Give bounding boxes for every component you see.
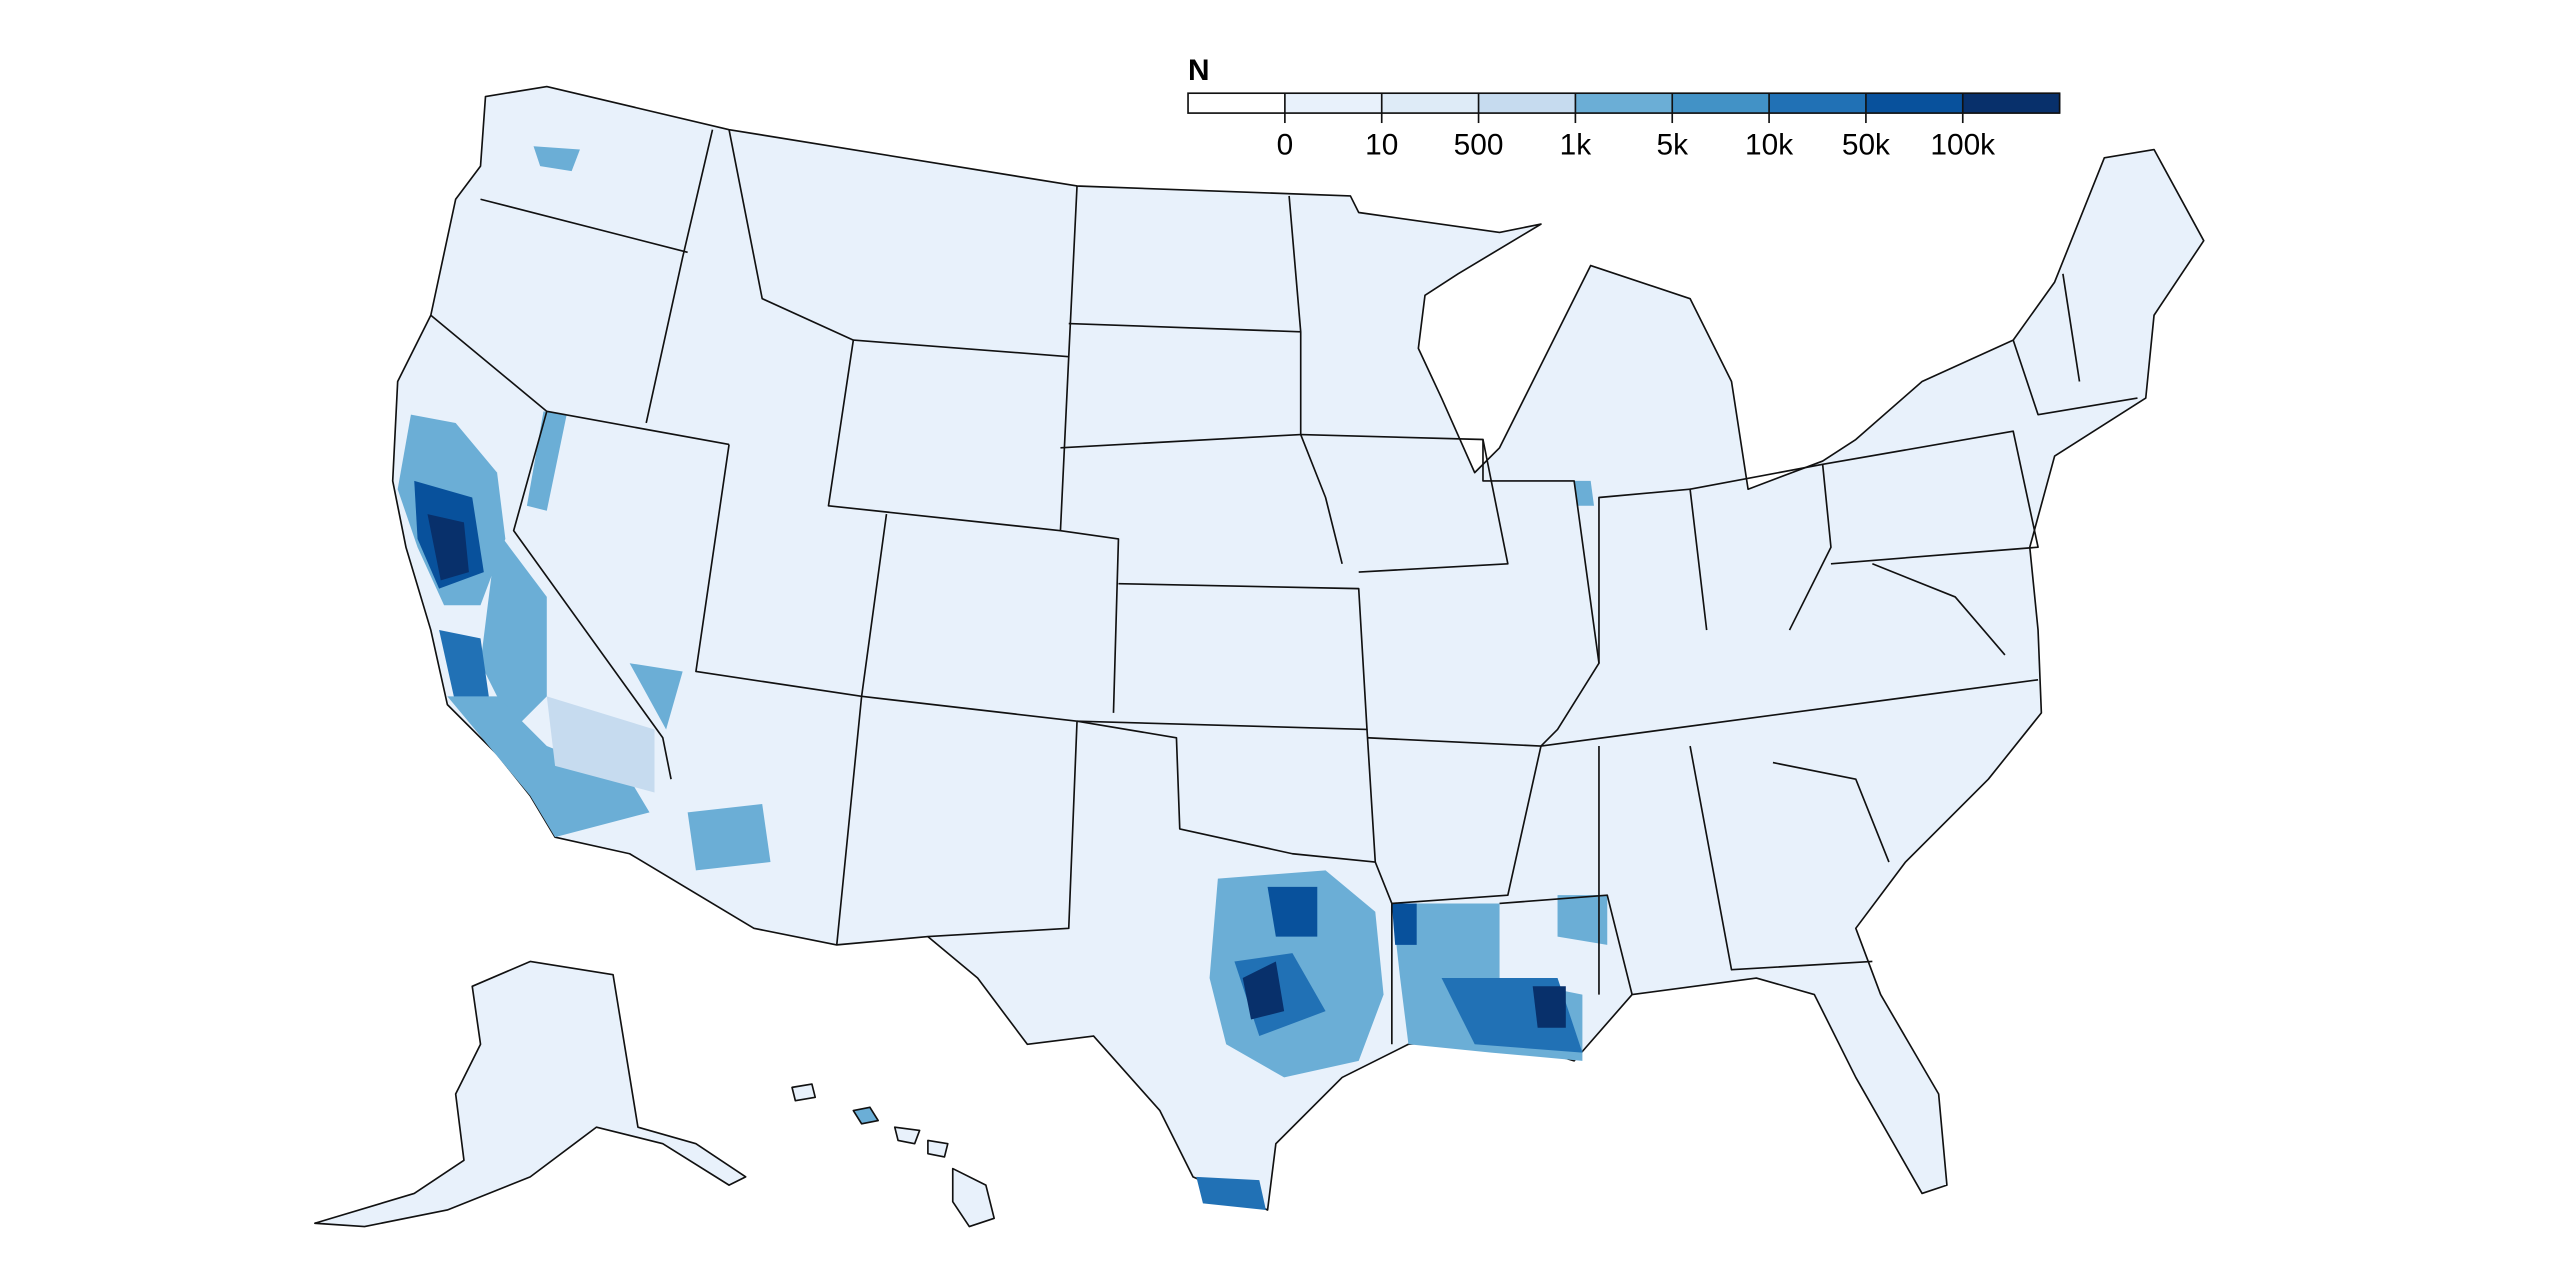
hawaii xyxy=(951,1167,996,1228)
legend-swatch xyxy=(1672,93,1770,114)
region-shade xyxy=(1557,895,1608,945)
hawaii xyxy=(852,1106,880,1125)
legend-label: 500 xyxy=(1454,129,1504,162)
region-shade xyxy=(1267,886,1318,937)
region-shade xyxy=(1196,1176,1266,1210)
legend-label: 5k xyxy=(1656,129,1688,162)
region-shade xyxy=(427,514,469,581)
legend-swatch xyxy=(1865,93,1964,114)
region-shade xyxy=(533,146,580,172)
region-shade xyxy=(526,411,567,511)
legend-swatch xyxy=(1769,93,1867,114)
region-shade xyxy=(546,696,655,793)
region-shade xyxy=(1391,903,1417,945)
legend-swatch xyxy=(1381,93,1480,114)
region-shade xyxy=(1242,961,1285,1020)
legend-label: 1k xyxy=(1560,129,1592,162)
region-shade xyxy=(1574,480,1594,506)
hawaii xyxy=(791,1083,817,1102)
legend-title: N xyxy=(1188,54,1210,87)
region-shade xyxy=(687,804,771,871)
hawaii xyxy=(893,1126,921,1145)
legend-swatch xyxy=(1478,93,1577,114)
legend-swatch xyxy=(1962,93,2061,114)
state-borders xyxy=(430,129,2138,1045)
region-shade xyxy=(629,663,683,730)
contiguous-us xyxy=(391,85,2205,1211)
legend-swatch xyxy=(1575,93,1674,114)
legend-swatch xyxy=(1188,93,1286,114)
region-shade xyxy=(480,530,547,730)
legend-label: 0 xyxy=(1277,129,1294,162)
legend-swatch xyxy=(1284,93,1383,114)
region-shade xyxy=(447,696,650,838)
region-shade xyxy=(439,630,489,705)
legend-label: 100k xyxy=(1930,129,1995,162)
region-shade xyxy=(1532,986,1566,1028)
map xyxy=(313,85,2205,1228)
alaska xyxy=(313,960,747,1228)
legend-frame xyxy=(1187,92,2061,114)
hawaii xyxy=(927,1139,949,1158)
legend-label: 10k xyxy=(1745,129,1793,162)
legend-label: 50k xyxy=(1842,129,1890,162)
legend: N 0 10 500 1k 5k 10k 50k 100k xyxy=(1187,54,2061,162)
legend-label: 10 xyxy=(1365,129,1398,162)
